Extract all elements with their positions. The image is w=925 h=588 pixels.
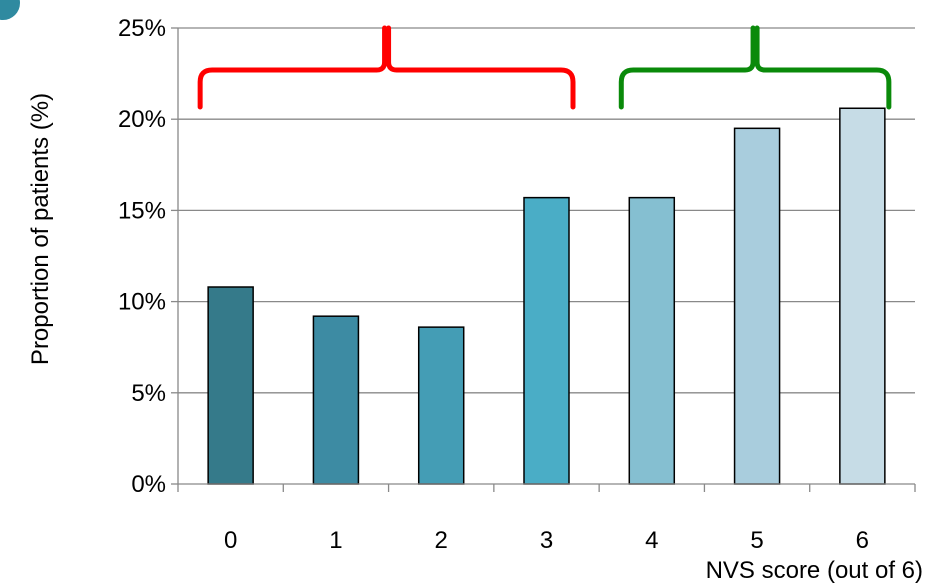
y-tick-label: 0% (131, 471, 166, 498)
brace-annotations (197, 25, 892, 110)
x-tick-label: 0 (224, 527, 237, 554)
x-tick-label: 4 (645, 527, 658, 554)
y-tick-label: 25% (118, 15, 166, 42)
x-tick-label: 3 (540, 527, 553, 554)
y-tick-label: 5% (131, 380, 166, 407)
corner-accent-shape (0, 0, 20, 20)
bar-1 (312, 315, 360, 485)
x-tick-label: 1 (329, 527, 342, 554)
bar-4 (628, 196, 676, 485)
brace-1 (197, 25, 576, 110)
bar-0 (207, 286, 254, 485)
bar-2 (417, 326, 465, 485)
y-tick-label: 20% (118, 106, 166, 133)
axes (171, 27, 916, 492)
brace-2 (618, 25, 892, 110)
y-tick-label: 10% (118, 289, 166, 316)
x-tick-label: 2 (435, 527, 448, 554)
y-axis-label: Proportion of patients (%) (27, 93, 54, 365)
x-tick-label: 6 (856, 527, 869, 554)
bars (207, 107, 886, 485)
x-axis-label: NVS score (out of 6) (706, 557, 923, 584)
bar-6 (839, 107, 886, 485)
x-tick-label: 5 (750, 527, 763, 554)
bar-3 (523, 196, 570, 485)
bar-5 (733, 127, 781, 485)
tick-labels: 0% 5% 10% 15% 20% 25% 0 1 2 3 4 5 6 (118, 15, 869, 554)
y-tick-label: 15% (118, 197, 166, 224)
